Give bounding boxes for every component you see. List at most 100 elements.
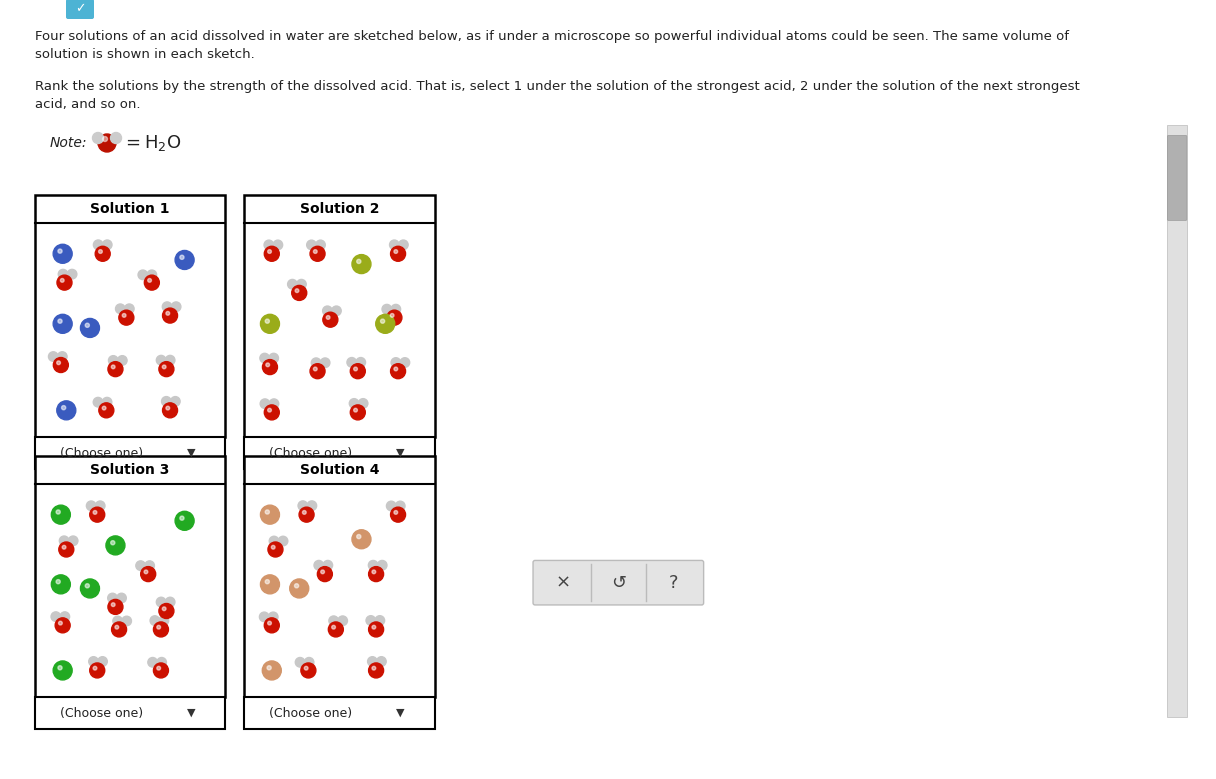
Circle shape bbox=[292, 285, 306, 301]
Circle shape bbox=[368, 566, 383, 582]
Circle shape bbox=[354, 367, 358, 371]
Circle shape bbox=[95, 501, 105, 510]
Circle shape bbox=[266, 363, 270, 367]
Circle shape bbox=[356, 259, 361, 263]
Circle shape bbox=[328, 622, 343, 637]
Circle shape bbox=[317, 566, 332, 582]
Circle shape bbox=[94, 666, 97, 670]
Circle shape bbox=[332, 306, 342, 315]
FancyBboxPatch shape bbox=[1167, 136, 1187, 220]
Circle shape bbox=[260, 399, 270, 408]
Bar bbox=[244, 697, 435, 729]
Circle shape bbox=[139, 270, 147, 280]
Circle shape bbox=[351, 530, 371, 548]
Circle shape bbox=[180, 516, 184, 520]
Circle shape bbox=[350, 364, 365, 379]
Circle shape bbox=[366, 615, 376, 626]
Circle shape bbox=[116, 304, 125, 314]
Circle shape bbox=[390, 246, 406, 261]
Circle shape bbox=[170, 397, 180, 406]
Circle shape bbox=[268, 621, 271, 625]
Circle shape bbox=[147, 279, 152, 282]
Circle shape bbox=[400, 358, 410, 368]
Circle shape bbox=[304, 666, 308, 670]
Text: (Choose one): (Choose one) bbox=[60, 446, 143, 460]
Circle shape bbox=[124, 304, 134, 314]
Circle shape bbox=[150, 615, 159, 626]
Circle shape bbox=[51, 612, 61, 622]
Circle shape bbox=[264, 618, 280, 633]
Circle shape bbox=[163, 308, 178, 323]
Circle shape bbox=[394, 249, 398, 253]
Text: Rank the solutions by the strength of the dissolved acid. That is, select 1 unde: Rank the solutions by the strength of th… bbox=[35, 80, 1080, 111]
Circle shape bbox=[145, 275, 159, 290]
Circle shape bbox=[57, 352, 67, 361]
Circle shape bbox=[260, 575, 280, 594]
Circle shape bbox=[85, 583, 90, 588]
Circle shape bbox=[295, 657, 305, 667]
Circle shape bbox=[375, 615, 384, 626]
Circle shape bbox=[165, 406, 170, 410]
Circle shape bbox=[394, 367, 398, 371]
Circle shape bbox=[95, 246, 111, 261]
Circle shape bbox=[294, 583, 299, 588]
Circle shape bbox=[62, 545, 66, 549]
Circle shape bbox=[304, 657, 314, 667]
Circle shape bbox=[368, 560, 378, 570]
Circle shape bbox=[269, 399, 278, 408]
Circle shape bbox=[381, 319, 384, 323]
Circle shape bbox=[298, 501, 308, 510]
Circle shape bbox=[56, 580, 61, 583]
Bar bbox=[244, 195, 435, 437]
FancyBboxPatch shape bbox=[66, 0, 94, 19]
Circle shape bbox=[165, 312, 170, 315]
Circle shape bbox=[55, 618, 71, 633]
Circle shape bbox=[123, 313, 126, 317]
Circle shape bbox=[58, 319, 62, 323]
Circle shape bbox=[94, 510, 97, 514]
Circle shape bbox=[102, 136, 107, 142]
Circle shape bbox=[326, 315, 330, 319]
Circle shape bbox=[58, 249, 62, 253]
Circle shape bbox=[57, 275, 72, 290]
Circle shape bbox=[274, 240, 282, 250]
Circle shape bbox=[62, 406, 66, 410]
Circle shape bbox=[102, 397, 112, 407]
Circle shape bbox=[51, 505, 71, 524]
Bar bbox=[35, 437, 225, 469]
Circle shape bbox=[117, 594, 126, 603]
Circle shape bbox=[368, 622, 383, 637]
Circle shape bbox=[265, 580, 270, 583]
Circle shape bbox=[288, 280, 297, 289]
Text: (Choose one): (Choose one) bbox=[269, 446, 353, 460]
Circle shape bbox=[163, 403, 178, 418]
Bar bbox=[1167, 125, 1187, 717]
Circle shape bbox=[60, 536, 69, 545]
Circle shape bbox=[143, 570, 148, 573]
Circle shape bbox=[102, 406, 106, 410]
Circle shape bbox=[148, 657, 157, 667]
Circle shape bbox=[98, 403, 114, 418]
Circle shape bbox=[349, 399, 359, 408]
Circle shape bbox=[67, 270, 77, 279]
Circle shape bbox=[368, 663, 383, 678]
Circle shape bbox=[269, 536, 278, 546]
Circle shape bbox=[175, 511, 195, 530]
Circle shape bbox=[108, 361, 123, 376]
Circle shape bbox=[310, 246, 325, 261]
Circle shape bbox=[68, 536, 78, 545]
Circle shape bbox=[322, 306, 332, 315]
Circle shape bbox=[289, 579, 309, 598]
Circle shape bbox=[157, 666, 161, 670]
Circle shape bbox=[297, 280, 306, 289]
Circle shape bbox=[171, 302, 181, 312]
Circle shape bbox=[57, 401, 75, 420]
Bar bbox=[35, 195, 225, 437]
Circle shape bbox=[300, 663, 316, 678]
Circle shape bbox=[58, 666, 62, 670]
Circle shape bbox=[338, 616, 348, 626]
Circle shape bbox=[162, 397, 171, 406]
Circle shape bbox=[56, 510, 61, 514]
Circle shape bbox=[136, 561, 146, 570]
Circle shape bbox=[153, 622, 169, 637]
